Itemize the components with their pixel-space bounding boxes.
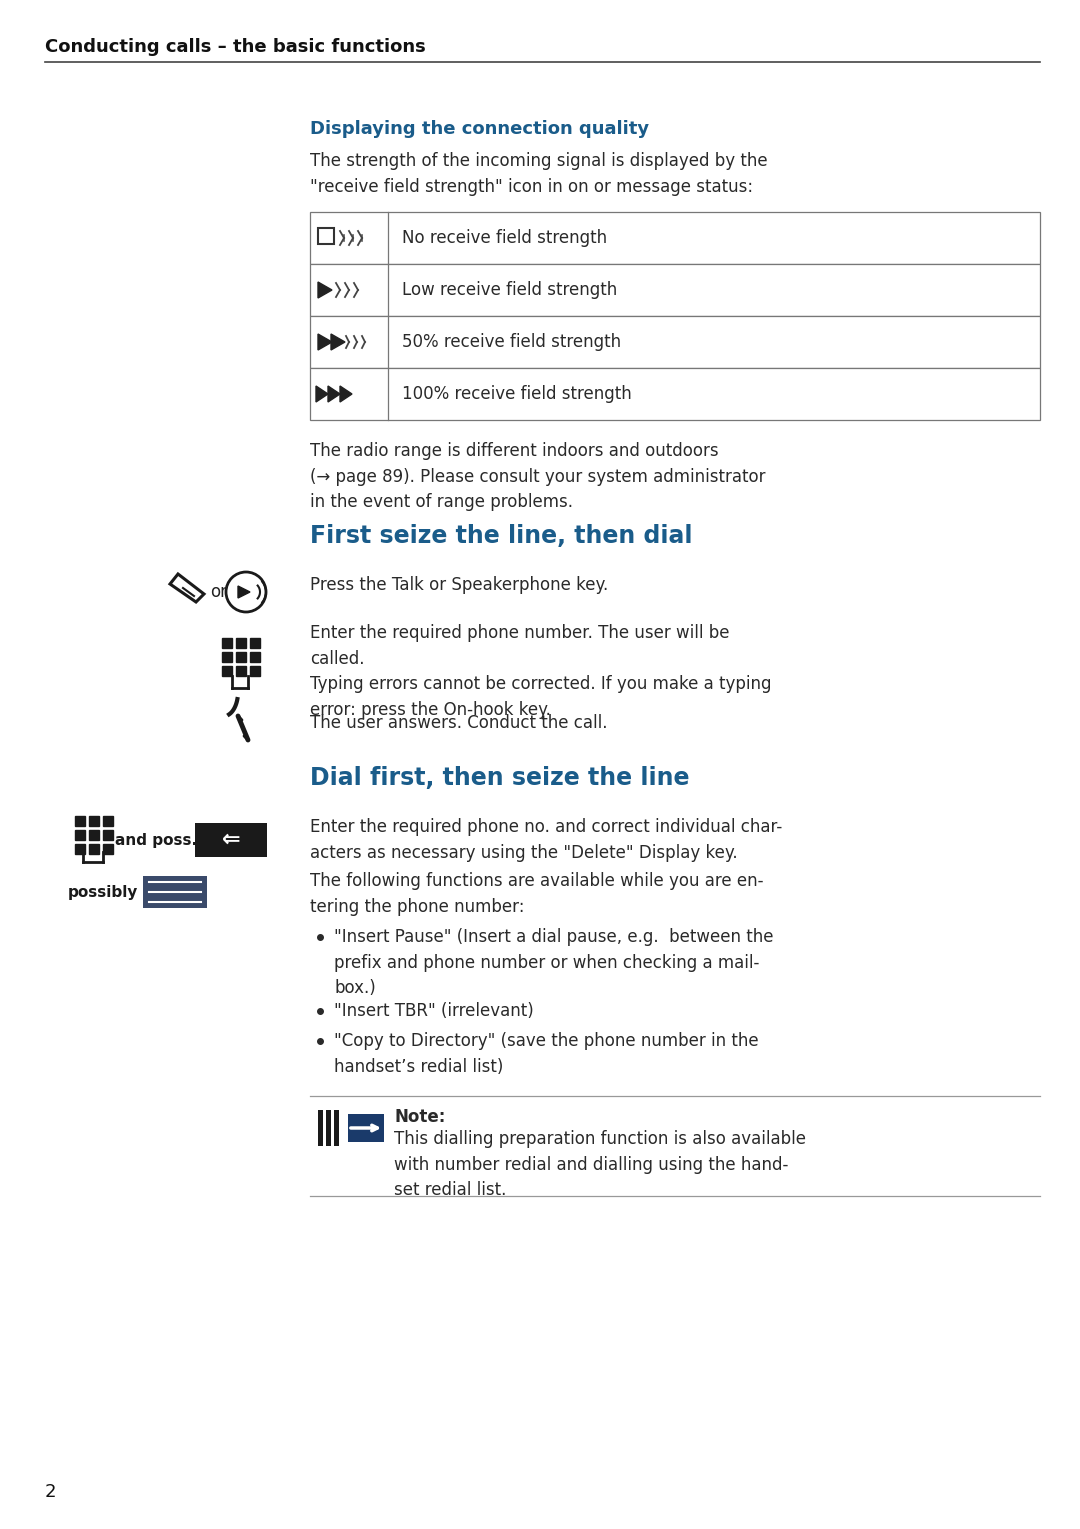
Bar — [310, 317, 1040, 368]
Text: The strength of the incoming signal is displayed by the
"receive field strength": The strength of the incoming signal is d… — [310, 151, 768, 196]
Bar — [222, 651, 232, 662]
Bar — [45, 83, 285, 135]
Bar — [143, 876, 207, 908]
Bar — [45, 135, 285, 1497]
Text: Enter the required phone number. The user will be
called.
Typing errors cannot b: Enter the required phone number. The use… — [310, 624, 771, 719]
Bar — [75, 830, 85, 839]
Bar — [326, 1110, 330, 1147]
Bar — [89, 830, 99, 839]
Bar — [318, 1110, 323, 1147]
Text: Step-by-Step: Step-by-Step — [98, 99, 231, 118]
Bar — [222, 638, 232, 648]
Bar — [103, 816, 113, 826]
Text: or: or — [210, 583, 227, 601]
Text: Conducting calls – the basic functions: Conducting calls – the basic functions — [45, 38, 426, 57]
Text: The following functions are available while you are en-
tering the phone number:: The following functions are available wh… — [310, 872, 764, 916]
Bar — [237, 667, 246, 676]
Bar — [103, 844, 113, 855]
Text: The radio range is different indoors and outdoors
(→ page 89). Please consult yo: The radio range is different indoors and… — [310, 442, 766, 511]
Bar — [75, 844, 85, 855]
Text: 2: 2 — [45, 1483, 56, 1501]
Bar — [75, 816, 85, 826]
Bar — [222, 667, 232, 676]
Text: The user answers. Conduct the call.: The user answers. Conduct the call. — [310, 714, 607, 732]
Bar — [89, 844, 99, 855]
Text: No receive field strength: No receive field strength — [402, 229, 607, 248]
Bar — [103, 830, 113, 839]
Bar — [334, 1110, 339, 1147]
Bar — [310, 368, 1040, 420]
Text: Note:: Note: — [394, 1109, 445, 1125]
Text: 100% receive field strength: 100% receive field strength — [402, 385, 632, 404]
Text: "Insert Pause" (Insert a dial pause, e.g.  between the
prefix and phone number o: "Insert Pause" (Insert a dial pause, e.g… — [334, 928, 773, 997]
Polygon shape — [328, 385, 340, 402]
Bar — [195, 823, 267, 856]
Text: Dial first, then seize the line: Dial first, then seize the line — [310, 766, 689, 790]
Text: This dialling preparation function is also available
with number redial and dial: This dialling preparation function is al… — [394, 1130, 806, 1199]
Text: Press the Talk or Speakerphone key.: Press the Talk or Speakerphone key. — [310, 576, 608, 593]
Bar — [310, 265, 1040, 317]
Bar — [237, 651, 246, 662]
Bar — [310, 213, 1040, 265]
Text: "Copy to Directory" (save the phone number in the
handset’s redial list): "Copy to Directory" (save the phone numb… — [334, 1032, 758, 1076]
Text: possibly: possibly — [68, 884, 138, 899]
Bar — [318, 228, 334, 245]
Polygon shape — [316, 385, 328, 402]
Polygon shape — [340, 385, 352, 402]
Text: and poss.: and poss. — [114, 832, 198, 847]
Text: Enter the required phone no. and correct individual char-
acters as necessary us: Enter the required phone no. and correct… — [310, 818, 782, 862]
Bar — [249, 651, 260, 662]
Polygon shape — [238, 586, 249, 598]
Polygon shape — [330, 333, 345, 350]
Polygon shape — [318, 333, 332, 350]
Bar — [348, 1115, 384, 1142]
Text: First seize the line, then dial: First seize the line, then dial — [310, 524, 692, 547]
Text: 50% receive field strength: 50% receive field strength — [402, 333, 621, 352]
Bar — [249, 667, 260, 676]
Bar — [237, 638, 246, 648]
Bar — [249, 638, 260, 648]
Polygon shape — [318, 281, 332, 298]
Text: ⇐: ⇐ — [221, 830, 241, 850]
Text: Displaying the connection quality: Displaying the connection quality — [310, 119, 649, 138]
Text: Low receive field strength: Low receive field strength — [402, 281, 618, 300]
Bar — [89, 816, 99, 826]
Text: "Insert TBR" (irrelevant): "Insert TBR" (irrelevant) — [334, 1001, 534, 1020]
